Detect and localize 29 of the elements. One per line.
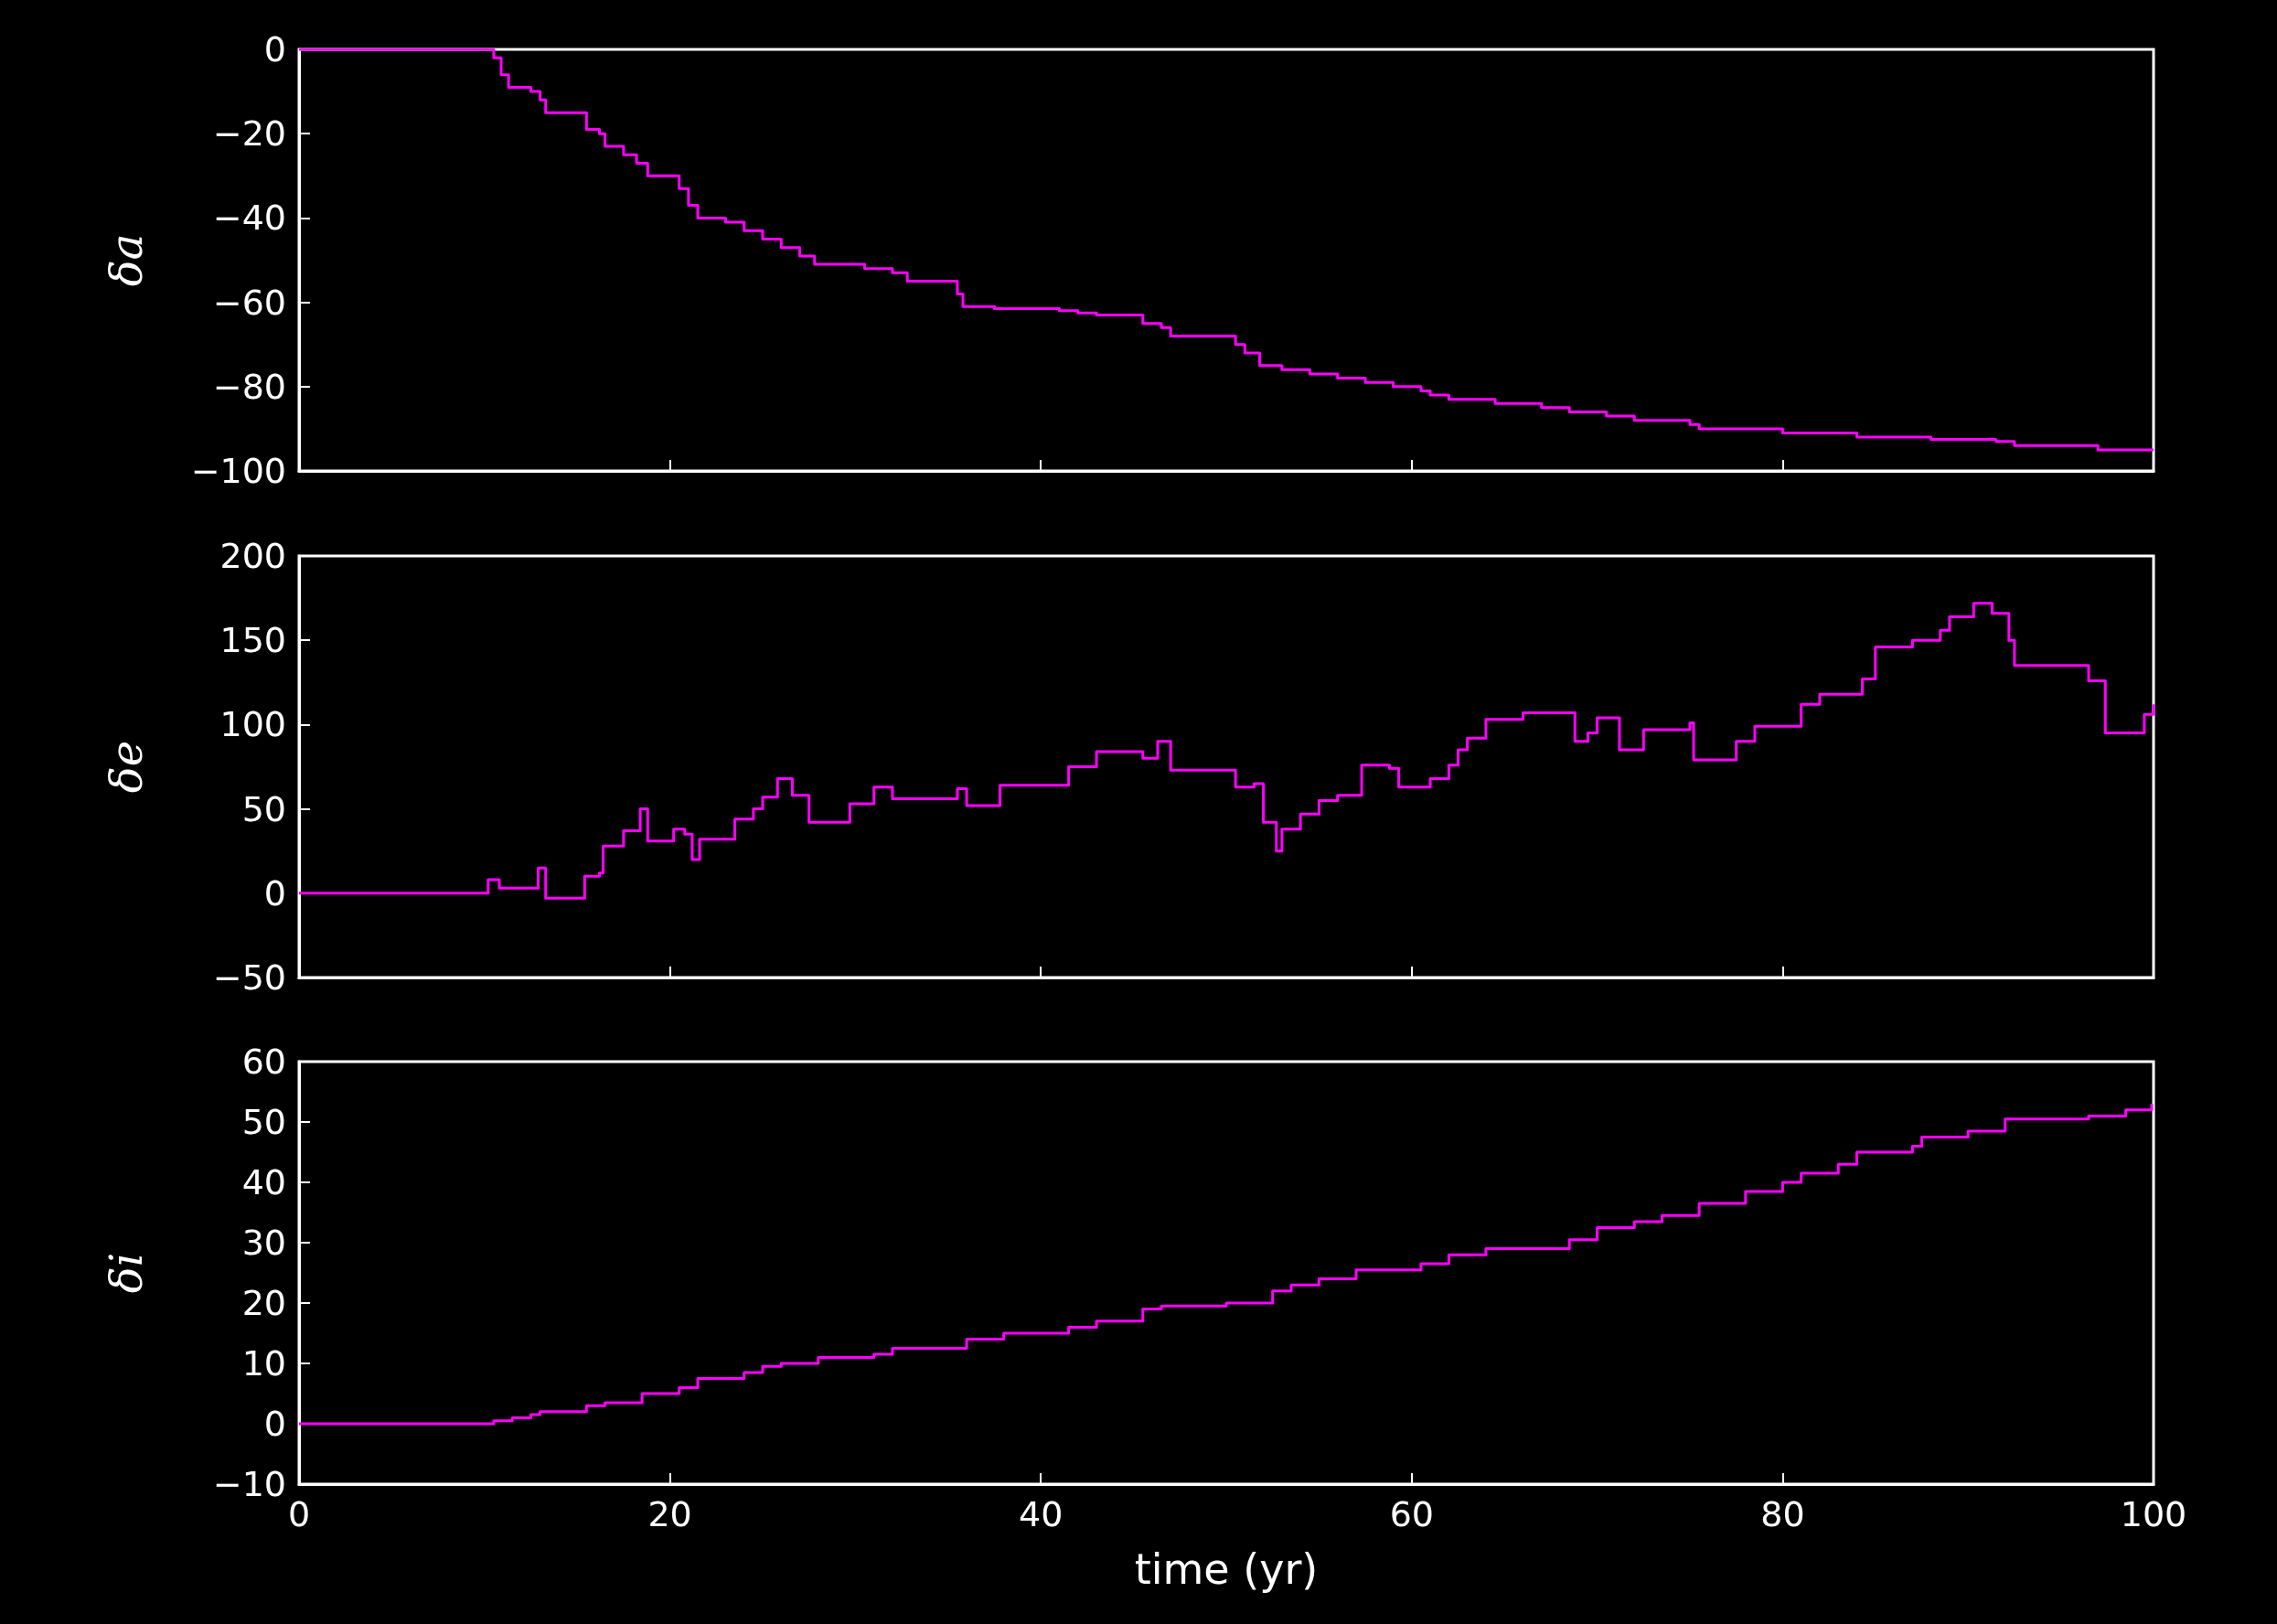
y-tick-label: 0 (263, 872, 286, 914)
y-tick-label: −10 (212, 1464, 286, 1504)
y-tick-label: 30 (241, 1223, 286, 1263)
x-tick-label: 60 (1389, 1494, 1434, 1534)
y-tick-label: −60 (212, 282, 286, 323)
y-tick-label: 150 (219, 620, 286, 661)
x-tick-label: 40 (1019, 1494, 1064, 1534)
y-axis-title: δi (101, 1252, 152, 1294)
y-axis-title: δa (101, 233, 152, 287)
x-tick-label: 80 (1760, 1494, 1805, 1534)
y-tick-label: 50 (241, 1102, 286, 1142)
y-tick-label: −50 (212, 957, 286, 998)
y-tick-label: 200 (219, 536, 286, 576)
x-axis-title: time (yr) (1134, 1544, 1319, 1594)
x-tick-label: 100 (2120, 1494, 2187, 1534)
y-tick-label: 0 (263, 1404, 286, 1444)
y-tick-label: 0 (263, 29, 286, 69)
y-tick-label: −20 (212, 113, 286, 155)
y-tick-label: 20 (241, 1283, 286, 1323)
y-tick-label: 100 (219, 704, 286, 745)
y-tick-label: 50 (241, 788, 286, 829)
y-tick-label: −40 (212, 198, 286, 239)
y-tick-label: 10 (241, 1343, 286, 1384)
y-tick-label: −100 (190, 451, 286, 491)
y-tick-label: 40 (241, 1162, 286, 1202)
y-tick-label: −80 (212, 366, 286, 407)
y-axis-title: δe (101, 740, 152, 794)
x-tick-label: 20 (647, 1494, 692, 1534)
y-tick-label: 60 (241, 1042, 286, 1082)
